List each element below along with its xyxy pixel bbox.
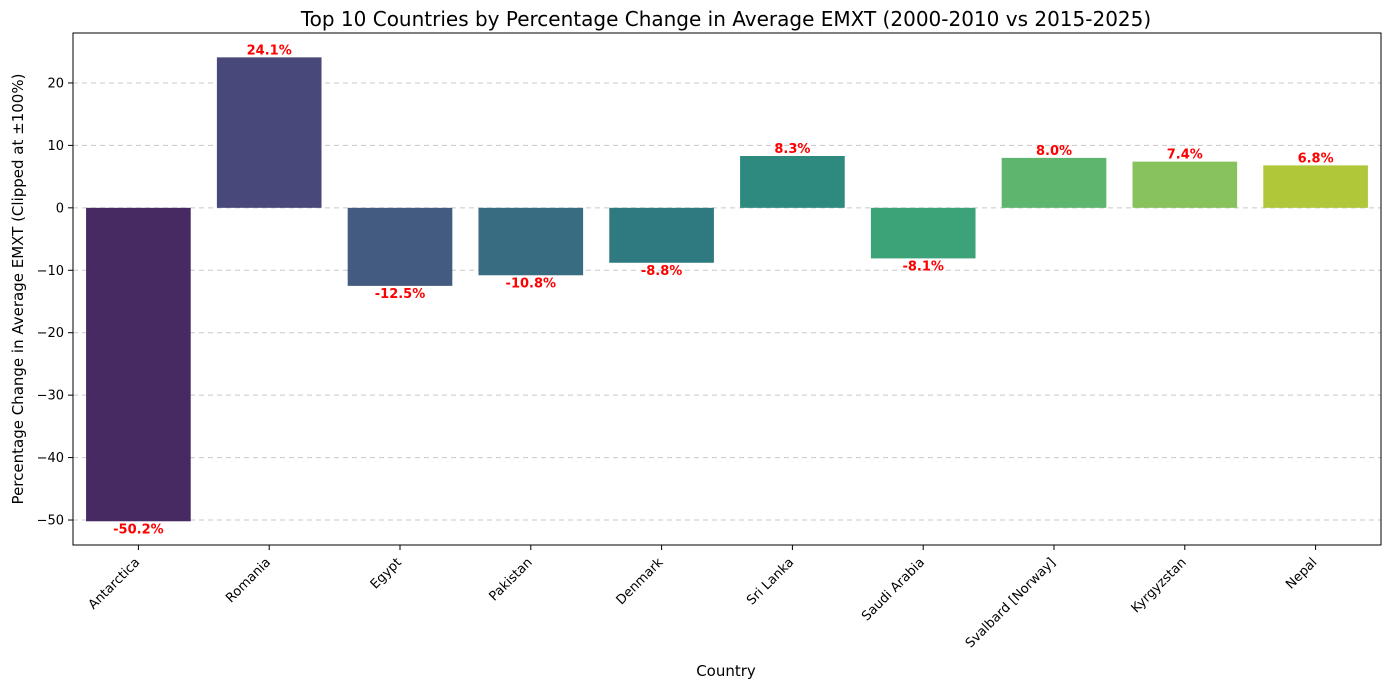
data-label: 6.8%	[1298, 151, 1334, 166]
x-tick-label: Pakistan	[487, 555, 536, 604]
bar	[478, 207, 584, 276]
data-label: 7.4%	[1167, 148, 1203, 163]
bars	[86, 57, 1368, 522]
bar	[86, 207, 191, 522]
data-label: 24.1%	[247, 43, 292, 58]
y-tick-label: 0	[56, 201, 64, 216]
x-tick-label: Nepal	[1283, 555, 1320, 592]
bar	[347, 207, 453, 286]
bar	[216, 57, 322, 208]
y-axis-label: Percentage Change in Average EMXT (Clipp…	[9, 74, 27, 505]
y-tick-label: −30	[37, 389, 64, 404]
x-tick-label: Kyrgyzstan	[1129, 555, 1190, 616]
y-tick-label: −50	[37, 514, 64, 529]
x-tick-label: Antarctica	[86, 555, 143, 612]
x-tick-label: Denmark	[614, 555, 667, 608]
x-axis-label: Country	[696, 662, 756, 680]
y-tick-label: −20	[37, 326, 64, 341]
data-label: 8.3%	[774, 142, 810, 157]
data-label: -12.5%	[375, 287, 426, 302]
y-tick-label: 10	[47, 139, 64, 154]
x-tick-label: Sri Lanka	[744, 555, 797, 608]
chart-title: Top 10 Countries by Percentage Change in…	[300, 7, 1151, 31]
data-label: -8.1%	[902, 259, 943, 274]
data-label: -8.8%	[641, 264, 682, 279]
x-tick-label: Saudi Arabia	[859, 555, 928, 624]
data-label: -10.8%	[506, 276, 557, 291]
bar	[609, 207, 714, 263]
bar	[870, 207, 976, 259]
plot-frame	[72, 32, 1382, 546]
y-tick-label: −10	[37, 264, 64, 279]
y-tick-label: −40	[37, 451, 64, 466]
x-tick-label: Romania	[223, 555, 274, 606]
data-label: 8.0%	[1036, 144, 1072, 159]
bar	[740, 156, 845, 208]
bar	[1001, 157, 1107, 208]
x-tick-label: Svalbard [Norway]	[963, 555, 1059, 651]
data-label: -50.2%	[113, 522, 164, 537]
bar	[1132, 161, 1238, 208]
x-tick-label: Egypt	[368, 555, 405, 592]
data-labels: -50.2% 24.1% -12.5% -10.8% -8.8% 8.3% -8.1% 8.0…	[113, 43, 1333, 537]
bar	[1263, 165, 1368, 208]
y-tick-label: 20	[47, 76, 64, 91]
